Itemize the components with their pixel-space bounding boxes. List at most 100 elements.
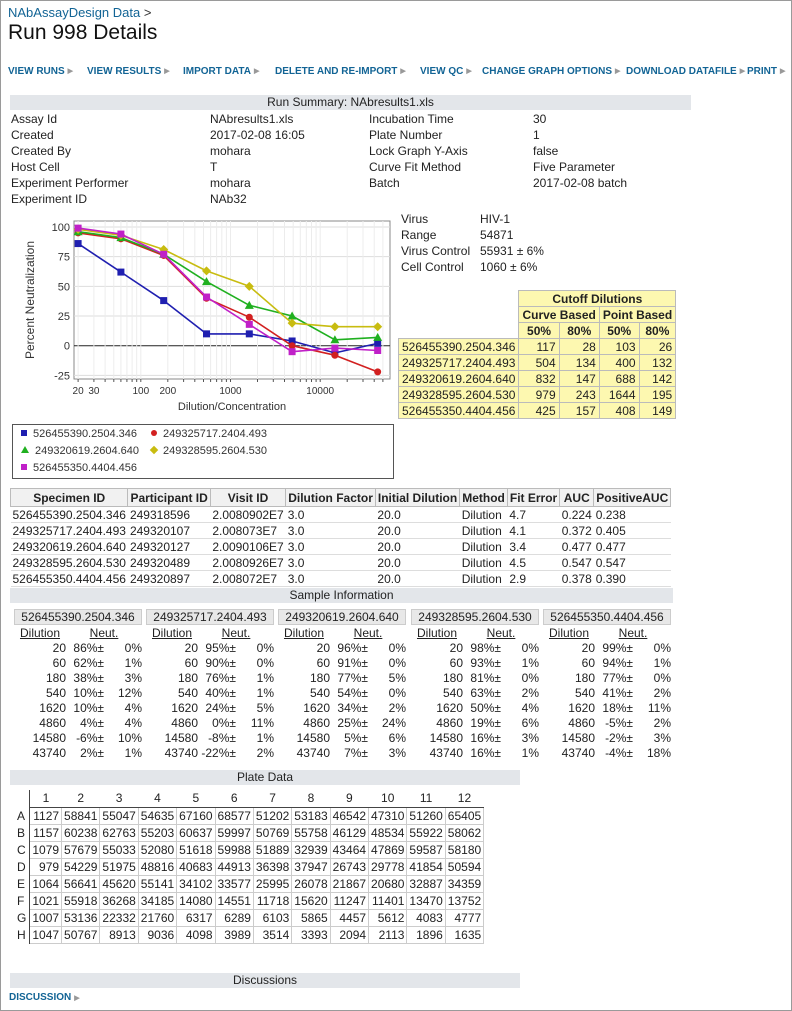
results-col-header[interactable]: AUC (559, 488, 595, 507)
results-cell: Dilution (459, 538, 508, 555)
view-qc-menu[interactable]: VIEW QC ▶ (420, 66, 472, 77)
results-cell: 2.0090106E7 (210, 538, 286, 555)
neut-header: Neut. (618, 625, 648, 640)
legend-entry: 249325717.2404.493 (151, 428, 267, 440)
discussion-menu[interactable]: DISCUSSION ▶ (9, 992, 80, 1003)
plate-cell: 4457 (329, 908, 370, 927)
plate-data-title: Plate Data (10, 770, 520, 785)
sample-neut: -8%± (208, 730, 236, 745)
plate-data-table: 1 2 3 4 5 6 7 8 9 10 11 12 A 1127 58841 55047 54635 6716… (14, 790, 485, 944)
plate-cell: 59997 (214, 823, 254, 842)
summary-value: 1 (533, 128, 540, 142)
data-point (374, 339, 382, 347)
results-col-header[interactable]: Method (459, 488, 508, 507)
plate-cell: 47869 (368, 840, 408, 859)
sample-neut: 25%± (337, 715, 368, 730)
cutoff-value: 400 (598, 354, 640, 371)
sample-neut-err: 2% (653, 685, 671, 700)
page-title: Run 998 Details (8, 21, 158, 44)
plate-cell: 51618 (176, 840, 216, 859)
plate-row: C 1079 57679 55033 52080 51618 59988 51889 32939… (14, 840, 485, 859)
results-col-header[interactable]: Specimen ID (9, 488, 129, 507)
results-cell: 526455350.4404.456 (10, 570, 128, 587)
delete-reimport-menu[interactable]: DELETE AND RE-IMPORT ▶ (275, 66, 406, 77)
sample-dilution: 1620 (568, 700, 595, 715)
sample-dilution: 60 (184, 655, 198, 670)
sample-row: 43740 -22%± 2% (146, 745, 274, 760)
plate-cell: 45620 (99, 874, 139, 893)
plate-col-header: 3 (99, 790, 139, 808)
plate-cell: 1047 (29, 925, 63, 944)
data-point (245, 313, 253, 321)
plate-cell: 36268 (99, 891, 139, 910)
sample-neut-err: 0% (256, 655, 274, 670)
plate-col-header: 8 (291, 790, 331, 808)
results-col-header[interactable]: PositiveAUC (593, 488, 672, 507)
summary-label: Batch (369, 176, 400, 190)
summary-label: Created By (11, 144, 72, 158)
results-cell: 526455390.2504.346 (10, 506, 128, 523)
breadcrumb-separator: > (143, 5, 152, 20)
x-tick-label: 10000 (306, 386, 334, 397)
summary-label: Host Cell (11, 160, 60, 174)
results-cell: 3.4 (507, 538, 560, 555)
virus-label: Virus Control (401, 244, 471, 258)
import-data-menu[interactable]: IMPORT DATA ▶ (183, 66, 259, 77)
x-tick-label: 1000 (219, 386, 242, 397)
plate-cell: 47310 (368, 806, 408, 825)
change-graph-options-menu[interactable]: CHANGE GRAPH OPTIONS ▶ (482, 66, 620, 77)
sample-table: Dilution Neut. 20 96%± 0% 60 91%± 0% 180 77%± 5% 54… (278, 625, 406, 760)
results-col-header[interactable]: Visit ID (209, 488, 287, 507)
discussion-link[interactable]: DISCUSSION (9, 992, 72, 1003)
plate-cell: 2113 (368, 925, 408, 944)
plate-cell: 51202 (252, 806, 293, 825)
cutoff-specimen-id: 249325717.2404.493 (397, 354, 520, 371)
sample-row: 540 63%± 2% (411, 685, 539, 700)
plate-cell: 3514 (252, 925, 293, 944)
neut-header: Neut. (221, 625, 251, 640)
results-col-header[interactable]: Dilution Factor (285, 488, 376, 507)
virus-value: 1060 ± 6% (480, 260, 538, 274)
data-point (202, 293, 210, 301)
plate-cell: 34102 (176, 874, 216, 893)
neutralization-chart: 100 75 50 25 0 -25 20 30 100 200 1000 10000 Dilution… (10, 211, 394, 416)
view-results-menu[interactable]: VIEW RESULTS ▶ (87, 66, 170, 77)
summary-label: Plate Number (369, 128, 443, 142)
sample-row: 180 38%± 3% (14, 670, 142, 685)
sample-neut: 54%± (337, 685, 368, 700)
sample-neut-err: 0% (521, 640, 539, 655)
plate-row-header: F (14, 892, 31, 909)
results-cell: 20.0 (375, 570, 460, 587)
results-col-header[interactable]: Fit Error (506, 488, 561, 507)
sample-neut: 98%± (470, 640, 501, 655)
results-col-header[interactable]: Initial Dilution (374, 488, 461, 507)
results-cell: 249320107 (127, 522, 211, 539)
virus-value: HIV-1 (480, 212, 511, 226)
x-tick-label: 100 (132, 386, 149, 397)
cutoff-value: 425 (518, 402, 560, 419)
summary-label: Experiment Performer (11, 176, 129, 190)
sample-row: 20 86%± 0% (14, 640, 142, 655)
sample-neut-err: 0% (653, 640, 671, 655)
action-menu-bar: VIEW RUNS ▶ VIEW RESULTS ▶ IMPORT DATA ▶ DE… (0, 66, 792, 82)
results-cell: Dilution (459, 570, 508, 587)
sample-row: 60 62%± 1% (14, 655, 142, 670)
plate-cell: 60637 (176, 823, 216, 842)
download-datafile-menu[interactable]: DOWNLOAD DATAFILE ▶ (626, 66, 745, 77)
cutoff-row: 249320619.2604.640 832 147 688 142 (397, 370, 677, 387)
results-cell: 0.405 (593, 522, 671, 539)
view-runs-menu[interactable]: VIEW RUNS ▶ (8, 66, 73, 77)
sample-neut: 2%± (80, 745, 104, 760)
sample-row: 20 96%± 0% (278, 640, 406, 655)
cutoff-value: 157 (558, 402, 600, 419)
sample-neut: 86%± (73, 640, 104, 655)
data-point (201, 277, 211, 286)
results-col-header[interactable]: Participant ID (127, 488, 211, 507)
plate-cell: 37947 (291, 857, 331, 876)
results-cell: 3.0 (285, 538, 376, 555)
breadcrumb-link[interactable]: NAbAssayDesign Data (8, 5, 141, 20)
dilution-header: Dilution (19, 625, 61, 640)
sample-dilution: 4860 (303, 715, 330, 730)
print-menu[interactable]: PRINT ▶ (747, 66, 785, 77)
